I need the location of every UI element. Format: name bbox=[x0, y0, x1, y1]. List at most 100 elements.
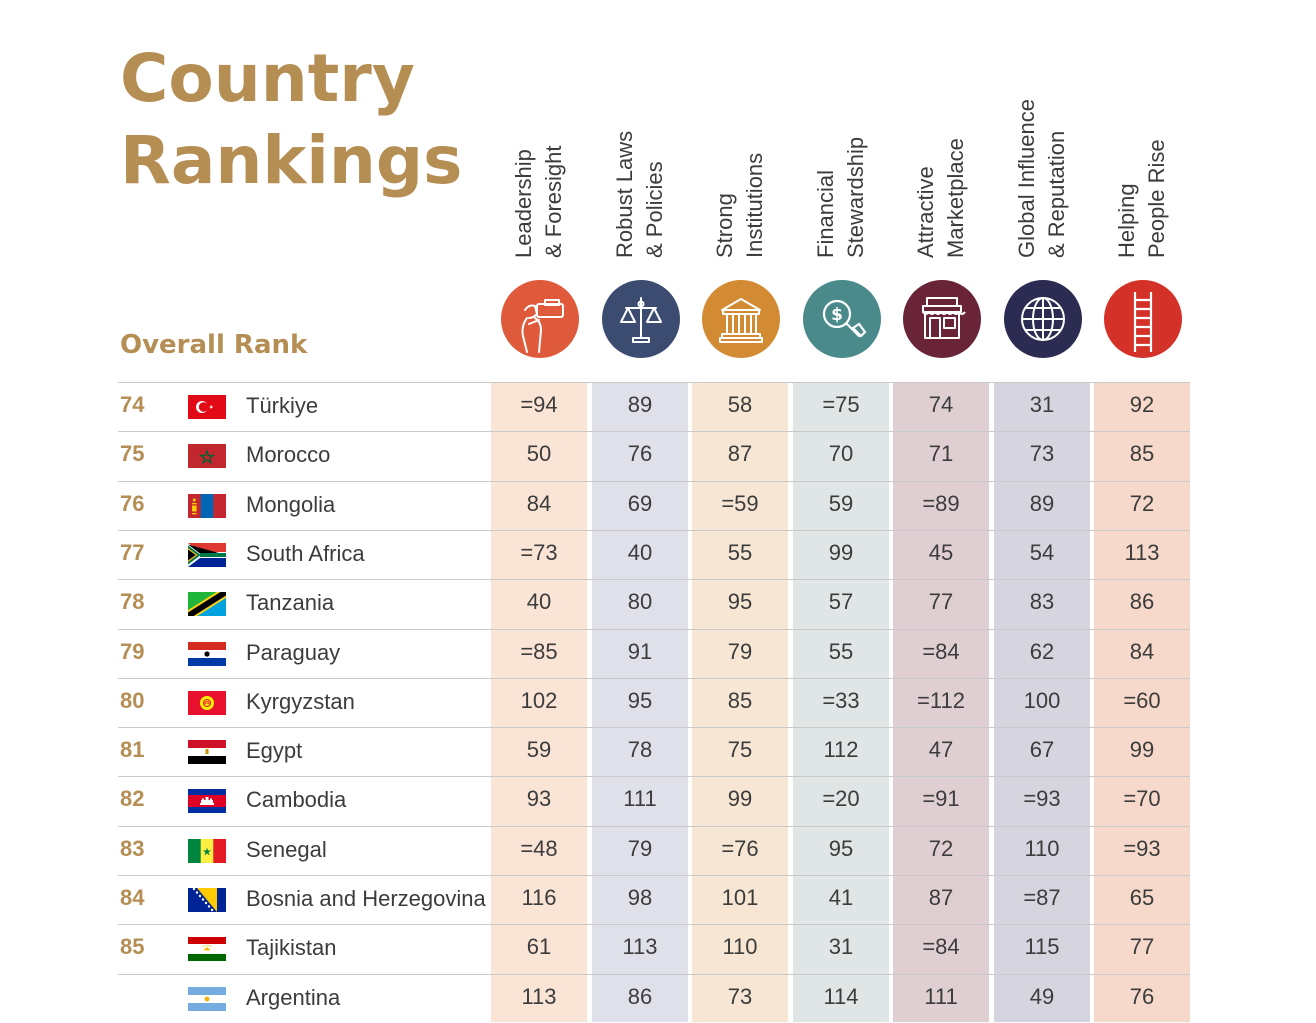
overall-rank: 84 bbox=[120, 885, 145, 910]
table-row: 80 Kyrgyzstan 102 95 85 =33 =112 100 =60 bbox=[118, 677, 1190, 727]
rank-cell: 73 bbox=[1029, 441, 1055, 467]
rank-cell: =70 bbox=[1123, 786, 1161, 812]
rank-cell: 95 bbox=[627, 687, 653, 713]
rank-cell: 101 bbox=[721, 885, 759, 910]
column-header-4: Financial Stewardship bbox=[793, 30, 889, 258]
svg-text:$: $ bbox=[831, 305, 843, 325]
rank-cell: 85 bbox=[727, 687, 753, 713]
rank-cell: =60 bbox=[1123, 687, 1161, 713]
rank-cell: 55 bbox=[727, 539, 753, 565]
overall-rank: 79 bbox=[120, 638, 145, 664]
overall-rank: 81 bbox=[120, 737, 145, 763]
rank-cell: 83 bbox=[1029, 589, 1055, 615]
column-band-7 bbox=[1094, 382, 1190, 1022]
rank-cell: 55 bbox=[828, 638, 854, 664]
paraguay-flag bbox=[188, 641, 226, 666]
page-title: Country Rankings bbox=[120, 38, 462, 202]
rank-cell: 89 bbox=[627, 392, 653, 417]
rank-cell: 72 bbox=[1129, 490, 1155, 516]
tanzania-flag bbox=[188, 592, 226, 617]
rank-cell: =91 bbox=[922, 786, 960, 812]
rank-cell: 79 bbox=[627, 835, 653, 861]
rank-cell: 41 bbox=[828, 885, 854, 910]
row-divider bbox=[118, 677, 1190, 679]
column-band-2 bbox=[592, 382, 688, 1022]
column-band-6 bbox=[994, 382, 1090, 1022]
rank-cell: 31 bbox=[1029, 392, 1055, 417]
table-row: 74 Türkiye =94 89 58 =75 74 31 92 bbox=[118, 382, 1190, 431]
rank-cell: 86 bbox=[1129, 589, 1155, 615]
institution-building-icon bbox=[702, 280, 780, 358]
rank-cell: =76 bbox=[721, 835, 759, 861]
column-band-1 bbox=[491, 382, 587, 1022]
table-row: 84 Bosnia and Herzegovina 116 98 101 41 87 =87 6… bbox=[118, 875, 1190, 924]
rank-cell: 45 bbox=[928, 539, 954, 565]
table-row: 79 Paraguay =85 91 79 55 =84 62 84 bbox=[118, 628, 1190, 678]
rank-cell: 114 bbox=[823, 983, 859, 1009]
rank-cell: 102 bbox=[520, 687, 558, 713]
row-divider bbox=[118, 628, 1190, 630]
rank-cell: =84 bbox=[922, 638, 960, 664]
rank-cell: =85 bbox=[520, 638, 558, 664]
column-band-5 bbox=[893, 382, 989, 1022]
rank-cell: 59 bbox=[828, 490, 854, 516]
column-header-line-1: Attractive bbox=[913, 166, 938, 258]
overall-rank: 83 bbox=[120, 835, 145, 861]
table-row: 77 South Africa =73 40 55 99 45 54 113 bbox=[118, 529, 1190, 579]
column-header-line-2: & Policies bbox=[642, 161, 667, 258]
rank-cell: 111 bbox=[924, 983, 958, 1009]
row-divider bbox=[118, 825, 1190, 827]
rank-cell: 61 bbox=[526, 934, 552, 960]
row-divider bbox=[118, 431, 1190, 433]
rank-cell: 72 bbox=[928, 835, 954, 861]
cambodia-flag bbox=[188, 789, 226, 814]
rank-cell: =73 bbox=[520, 539, 558, 565]
rank-cell: 50 bbox=[526, 441, 552, 467]
table-row: 82 Cambodia 93 111 99 =20 =91 =93 =70 bbox=[118, 776, 1190, 825]
column-header-line-1: Financial bbox=[813, 169, 838, 258]
country-name: Cambodia bbox=[246, 787, 347, 813]
rank-cell: 65 bbox=[1129, 885, 1155, 910]
column-header-line-2: Institutions bbox=[742, 152, 767, 258]
rank-cell: 78 bbox=[627, 737, 653, 763]
rank-cell: 70 bbox=[828, 441, 854, 467]
rank-cell: 47 bbox=[928, 737, 954, 763]
column-header-3: Strong Institutions bbox=[692, 30, 788, 258]
country-name: Tajikistan bbox=[246, 935, 337, 961]
rank-cell: 40 bbox=[627, 539, 653, 565]
rank-cell: 113 bbox=[521, 983, 557, 1009]
rank-cell: 85 bbox=[1129, 441, 1155, 467]
argentina-flag bbox=[188, 986, 226, 1011]
rank-cell: 91 bbox=[627, 638, 653, 664]
country-name: Bosnia and Herzegovina bbox=[246, 886, 486, 911]
rank-cell: =48 bbox=[520, 835, 558, 861]
row-divider bbox=[118, 973, 1190, 975]
rank-cell: 110 bbox=[722, 934, 758, 960]
rank-cell: 79 bbox=[727, 638, 753, 664]
column-header-1: Leadership & Foresight bbox=[491, 30, 587, 259]
rank-cell: 74 bbox=[928, 392, 954, 417]
country-name: Paraguay bbox=[246, 639, 341, 665]
rank-cell: 92 bbox=[1129, 392, 1155, 417]
rank-cell: 100 bbox=[1023, 687, 1061, 713]
dollar-magnifier-icon: $ bbox=[803, 280, 881, 358]
rank-cell: 93 bbox=[526, 786, 552, 812]
rank-cell: 80 bbox=[627, 589, 653, 615]
senegal-flag bbox=[188, 838, 226, 863]
egypt-flag bbox=[188, 740, 226, 765]
rank-cell: 99 bbox=[828, 539, 854, 565]
column-header-line-1: Strong bbox=[712, 193, 737, 258]
rank-cell: 99 bbox=[1129, 737, 1155, 763]
rank-cell: =112 bbox=[917, 687, 965, 713]
rank-cell: 73 bbox=[727, 983, 753, 1009]
rank-cell: 99 bbox=[727, 786, 753, 812]
column-header-line-2: People Rise bbox=[1144, 139, 1169, 258]
rank-cell: 59 bbox=[526, 737, 552, 763]
column-header-line-2: & Reputation bbox=[1044, 130, 1069, 258]
rank-cell: =94 bbox=[520, 392, 558, 417]
row-divider bbox=[118, 529, 1190, 531]
rank-cell: 113 bbox=[1124, 539, 1160, 565]
overall-rank: 85 bbox=[120, 934, 145, 960]
rank-cell: =89 bbox=[922, 490, 960, 516]
row-divider bbox=[118, 875, 1190, 876]
